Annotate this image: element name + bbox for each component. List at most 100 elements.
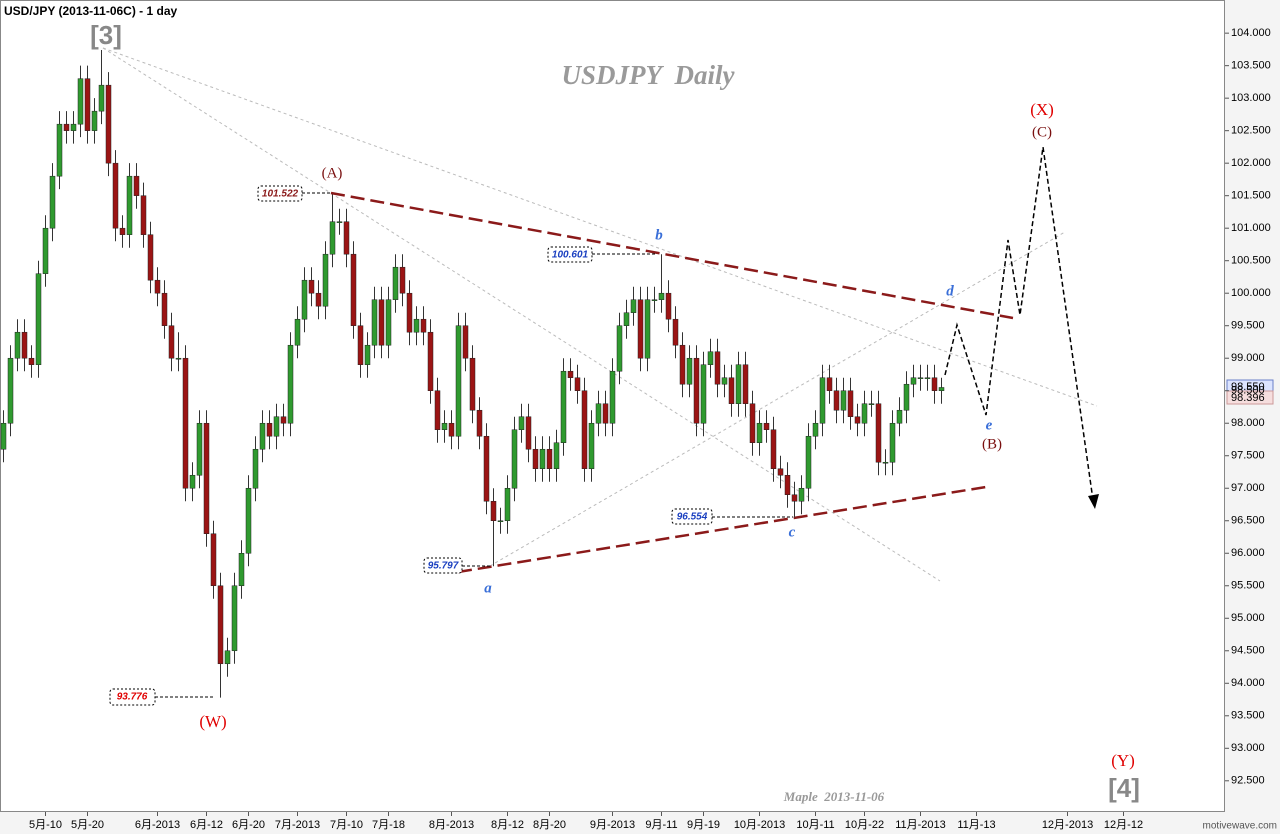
candles	[0, 50, 945, 698]
y-tick-label: 101.000	[1231, 222, 1271, 234]
candle-body	[644, 299, 651, 359]
y-tick-label: 96.000	[1231, 547, 1265, 559]
candle-body	[728, 377, 735, 404]
candle-body	[210, 533, 217, 587]
price-box	[109, 688, 156, 706]
candle-body	[504, 487, 511, 521]
y-tick-label: 97.500	[1231, 450, 1265, 462]
candle-body	[700, 364, 707, 424]
candle-body	[189, 474, 196, 489]
forecast-path	[944, 146, 1094, 501]
candle-body	[168, 325, 175, 359]
y-tick-label: 97.000	[1231, 482, 1265, 494]
candle-body	[616, 325, 623, 372]
candle-body	[588, 422, 595, 469]
candle-body	[546, 448, 553, 469]
price-box-label: 100.601	[552, 250, 589, 261]
candle-body	[98, 84, 105, 112]
candle-body	[868, 403, 875, 405]
wave-label: (Y)	[1111, 751, 1135, 770]
last-price: 98.396	[1231, 392, 1265, 404]
forecast-arrow	[1088, 494, 1099, 509]
candle-body	[763, 422, 770, 430]
watermark: USDJPY Daily	[562, 60, 736, 90]
x-tick-label: 7月-10	[330, 819, 363, 831]
wave-label: d	[946, 283, 954, 299]
x-tick-label: 10月-22	[845, 819, 884, 831]
candle-body	[553, 442, 560, 469]
candle-body	[532, 448, 539, 469]
y-tick-label: 99.500	[1231, 320, 1265, 332]
price-box-label: 93.776	[117, 692, 148, 703]
x-tick-label: 9月-19	[687, 819, 720, 831]
candle-body	[462, 325, 469, 359]
x-tick-label: 8月-2013	[429, 819, 474, 831]
candle-body	[14, 331, 21, 359]
candle-body	[301, 279, 308, 320]
time-axis	[0, 812, 1225, 834]
candle-body	[525, 416, 532, 450]
price-box-label: 95.797	[428, 561, 459, 572]
y-tick-label: 103.000	[1231, 92, 1271, 104]
candle-body	[798, 487, 805, 502]
candle-body	[420, 318, 427, 333]
candle-body	[238, 553, 245, 587]
candle-body	[574, 377, 581, 391]
y-tick-label: 102.500	[1231, 125, 1271, 137]
candle-body	[756, 422, 763, 443]
brand: motivewave.com	[1203, 821, 1277, 832]
price-box	[547, 246, 593, 263]
candle-body	[567, 370, 574, 378]
candle-body	[126, 175, 133, 235]
candle-body	[854, 416, 861, 424]
candle-body	[735, 364, 742, 404]
candle-body	[448, 422, 455, 437]
candle-body	[742, 364, 749, 404]
wave-label: c	[789, 524, 796, 540]
candle-body	[399, 266, 406, 294]
candle-body	[343, 221, 350, 255]
candle-body	[133, 175, 140, 196]
candle-body	[336, 221, 343, 223]
candle-body	[791, 494, 798, 502]
fan-lines	[102, 47, 1098, 582]
candle-body	[217, 585, 224, 665]
candle-body	[693, 357, 700, 424]
price-box-label: 96.554	[677, 512, 708, 523]
candle-body	[819, 377, 826, 424]
candle-body	[224, 650, 231, 665]
wave-label: b	[655, 227, 663, 243]
x-tick-label: 11月-2013	[895, 819, 946, 831]
x-tick-label: 5月-20	[71, 819, 104, 831]
candle-body	[357, 325, 364, 365]
y-tick-label: 102.000	[1231, 157, 1271, 169]
candle-body	[182, 357, 189, 489]
candle-body	[749, 403, 756, 443]
candle-body	[140, 195, 147, 235]
candle-body	[770, 429, 777, 469]
x-tick-label: 7月-2013	[275, 819, 320, 831]
candle-body	[245, 487, 252, 554]
x-tick-label: 11月-13	[957, 819, 995, 831]
candle-body	[21, 331, 28, 359]
trend-line	[457, 485, 987, 574]
candle-body	[280, 416, 287, 424]
candle-body	[805, 435, 812, 489]
candle-body	[777, 468, 784, 476]
y-tick-label: 94.000	[1231, 677, 1265, 689]
candle-body	[49, 175, 56, 229]
candle-body	[77, 78, 84, 125]
x-tick-label: 6月-20	[232, 819, 265, 831]
candle-body	[63, 123, 70, 131]
price-boxes: 101.522 100.601 96.554 95.797 93.776	[109, 185, 713, 706]
candle-body	[833, 390, 840, 411]
candle-body	[119, 227, 126, 235]
candle-body	[812, 422, 819, 437]
candle-body	[350, 253, 357, 326]
candle-body	[602, 403, 609, 424]
candle-body	[455, 325, 462, 437]
candle-body	[511, 429, 518, 489]
candle-body	[413, 318, 420, 333]
candle-body	[308, 279, 315, 294]
